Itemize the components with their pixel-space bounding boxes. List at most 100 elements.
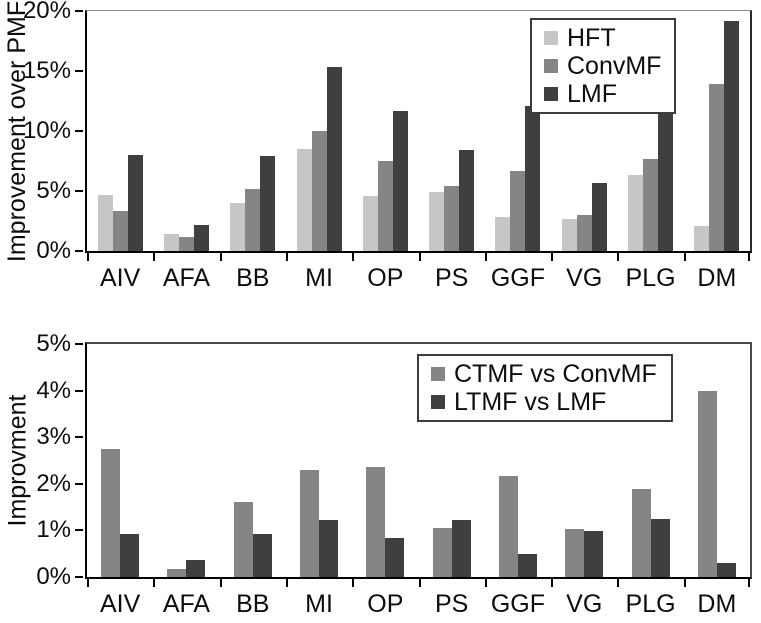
legend-row: LMF [544, 80, 662, 108]
x-tick [551, 253, 553, 261]
legend-swatch [544, 59, 558, 73]
x-tick [684, 579, 686, 587]
x-category-label: PLG [625, 264, 676, 292]
bar-group-afa [153, 11, 219, 251]
y-tick [75, 436, 83, 439]
bar-group-plg [617, 344, 683, 577]
plot-area-bottom: 0% 1% 2% 3% 4% 5% AIV AFA BB MI OP PS GGF VG PLG DM CTMF… [36, 332, 752, 617]
x-category-label: AFA [162, 264, 211, 292]
bar-convmf-mi [311, 131, 327, 251]
bar-group-mi [286, 11, 352, 251]
x-category-label: DM [697, 590, 737, 618]
legend-swatch [431, 395, 445, 409]
bar-group-dm [684, 11, 750, 251]
legend-row: ConvMF [544, 52, 662, 80]
y-tick [75, 389, 83, 392]
bar-ltmf-vs-lmf-op [385, 538, 405, 577]
x-category-label: BB [236, 264, 270, 292]
legend-label: LTMF vs LMF [454, 388, 607, 416]
y-tick-label: 20% [22, 0, 71, 24]
x-tick [286, 253, 288, 261]
legend-swatch [544, 31, 558, 45]
bar-lmf-ps [459, 150, 475, 251]
x-category-label: GGF [490, 264, 546, 292]
bar-lmf-op [392, 111, 408, 251]
bar-ltmf-vs-lmf-ggf [517, 554, 537, 577]
bar-lmf-aiv [127, 155, 143, 251]
bar-hft-ggf [495, 217, 511, 251]
x-category-label: GGF [490, 590, 546, 618]
x-category-label: PLG [625, 590, 676, 618]
bar-hft-dm [694, 226, 710, 251]
y-tick-label: 2% [36, 469, 71, 497]
bar-ctmf-vs-convmf-op [366, 467, 386, 577]
bar-convmf-plg [643, 159, 659, 251]
bar-ctmf-vs-convmf-vg [565, 529, 585, 577]
bar-group-ggf [485, 11, 551, 251]
bar-group-aiv [87, 344, 153, 577]
bar-convmf-bb [245, 189, 261, 251]
bar-ctmf-vs-convmf-plg [631, 489, 651, 577]
bar-convmf-ggf [510, 171, 526, 251]
x-tick [684, 253, 686, 261]
y-tick-label: 0% [36, 563, 71, 590]
y-tick [75, 482, 83, 485]
x-tick [617, 253, 619, 261]
x-tick [748, 579, 750, 587]
bar-ctmf-vs-convmf-ps [432, 528, 452, 577]
bar-ltmf-vs-lmf-plg [650, 519, 670, 577]
bar-hft-bb [230, 203, 246, 251]
bar-ltmf-vs-lmf-dm [716, 563, 736, 577]
legend-label: HFT [567, 24, 616, 52]
bar-group-op [352, 344, 418, 577]
bar-group-vg [551, 11, 617, 251]
bar-group-aiv [87, 11, 153, 251]
bar-ctmf-vs-convmf-ggf [498, 476, 518, 577]
x-category-label: BB [236, 590, 270, 618]
plot-area-top: 0% 5% 10% 15% 20% AIV AFA BB MI OP PS GGF VG PLG DM HFT… [23, 0, 752, 291]
y-tick-label: 15% [22, 57, 71, 84]
x-category-label: VG [566, 590, 603, 618]
x-category-label: OP [367, 264, 404, 292]
x-category-label: PS [434, 590, 469, 618]
bar-lmf-ggf [525, 106, 541, 251]
bar-ltmf-vs-lmf-ps [451, 520, 471, 577]
legend-swatch [431, 367, 445, 381]
bar-hft-op [362, 196, 378, 251]
bar-group-ps [419, 11, 485, 251]
y-tick [75, 250, 83, 252]
bar-hft-plg [628, 175, 644, 251]
bar-group-dm [684, 344, 750, 577]
bar-hft-ps [429, 192, 445, 251]
bar-ctmf-vs-convmf-mi [300, 470, 320, 577]
bar-group-ps [419, 344, 485, 577]
x-tick [419, 253, 421, 261]
bar-convmf-op [377, 161, 393, 251]
bar-ltmf-vs-lmf-mi [319, 520, 339, 577]
y-tick [75, 190, 83, 192]
y-tick [75, 70, 83, 72]
y-tick [75, 343, 83, 345]
x-tick [617, 579, 619, 587]
bar-ltmf-vs-lmf-vg [584, 531, 604, 577]
bar-convmf-ps [444, 186, 460, 251]
bar-hft-mi [296, 149, 312, 251]
x-tick [485, 253, 487, 261]
y-axis-title-top: Improvement over PMF [0, 1, 36, 262]
x-category-label: AFA [162, 590, 211, 618]
bar-ctmf-vs-convmf-bb [233, 502, 253, 577]
x-category-label: MI [305, 264, 333, 292]
bar-group-vg [551, 344, 617, 577]
y-tick-label: 1% [36, 516, 71, 544]
bar-convmf-dm [709, 84, 725, 251]
y-axis-title-top-text: Improvement over PMF [3, 0, 32, 263]
bar-convmf-vg [576, 215, 592, 251]
bar-lmf-mi [326, 67, 342, 251]
x-tick [748, 253, 750, 261]
legend-label: LMF [567, 80, 617, 108]
x-tick [551, 579, 553, 587]
y-tick-label: 10% [22, 117, 71, 144]
x-tick [220, 579, 222, 587]
